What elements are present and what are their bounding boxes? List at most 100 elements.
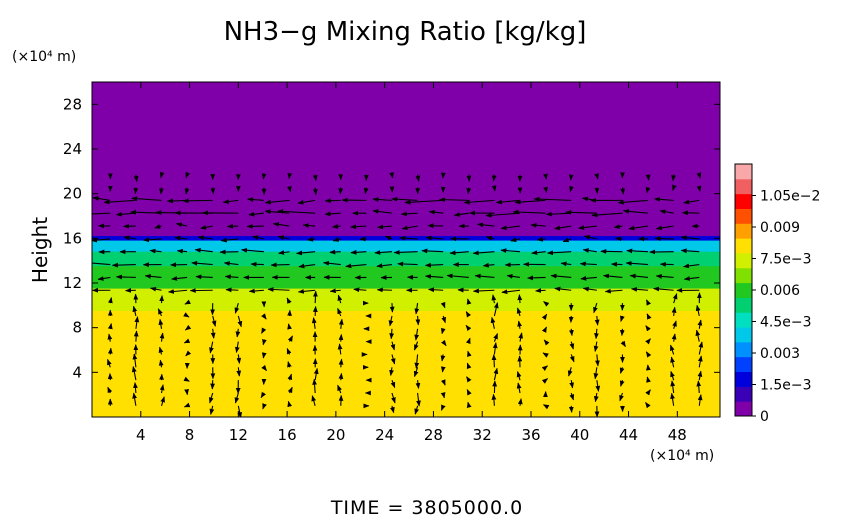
field-band-4 bbox=[92, 266, 720, 290]
wind-vector bbox=[681, 210, 700, 216]
wind-vector bbox=[200, 225, 213, 230]
wind-vector bbox=[390, 341, 396, 351]
x-tick-label: 4 bbox=[136, 426, 146, 444]
wind-vector bbox=[428, 287, 444, 293]
wind-vector bbox=[645, 401, 651, 409]
wind-vector bbox=[414, 405, 420, 415]
wind-vector bbox=[493, 333, 498, 342]
wind-vector bbox=[541, 378, 549, 384]
wind-vector bbox=[183, 402, 191, 408]
wind-vector bbox=[645, 325, 651, 332]
wind-vector bbox=[610, 261, 623, 267]
wind-vector bbox=[388, 315, 394, 327]
wind-vector bbox=[312, 378, 317, 394]
wind-vector bbox=[619, 379, 625, 387]
x-tick-label: 24 bbox=[375, 426, 394, 444]
x-tick-label: 48 bbox=[668, 426, 687, 444]
wind-vector bbox=[695, 304, 701, 317]
wind-vector bbox=[287, 335, 293, 342]
wind-vector bbox=[670, 356, 675, 368]
wind-vector bbox=[312, 187, 318, 196]
wind-vector bbox=[567, 367, 573, 377]
wind-vector bbox=[530, 222, 546, 228]
wind-vector bbox=[415, 380, 421, 390]
wind-vector bbox=[516, 307, 522, 317]
wind-vector bbox=[415, 315, 421, 326]
wind-vector bbox=[144, 273, 162, 279]
wind-vector bbox=[466, 376, 472, 383]
wind-vector bbox=[467, 350, 472, 358]
wind-vector bbox=[237, 315, 243, 328]
colorbar-swatch bbox=[735, 223, 752, 239]
wind-vector bbox=[338, 372, 344, 381]
wind-vector bbox=[261, 313, 267, 320]
wind-vector bbox=[191, 260, 213, 266]
wind-vector bbox=[397, 261, 418, 267]
wind-vector bbox=[683, 199, 700, 205]
colorbar-swatch bbox=[735, 164, 752, 180]
colorbar-swatch bbox=[735, 297, 752, 313]
wind-vector bbox=[620, 187, 626, 195]
colorbar-swatch bbox=[735, 341, 752, 358]
wind-vector bbox=[582, 286, 597, 292]
wind-vector bbox=[500, 225, 521, 231]
wind-vector bbox=[390, 354, 396, 365]
wind-vector bbox=[594, 173, 599, 180]
wind-vector bbox=[672, 320, 677, 329]
wind-vector bbox=[613, 224, 623, 229]
wind-vector bbox=[466, 298, 472, 305]
wind-vector bbox=[363, 187, 369, 195]
wind-vector bbox=[485, 235, 495, 241]
colorbar-swatch bbox=[735, 178, 752, 195]
wind-vector bbox=[536, 236, 546, 242]
wind-vector bbox=[337, 294, 343, 304]
wind-vector bbox=[421, 248, 444, 254]
wind-vector bbox=[248, 288, 264, 294]
wind-vector bbox=[453, 212, 469, 217]
wind-vector bbox=[542, 352, 549, 358]
colorbar-label: 0.006 bbox=[760, 283, 800, 299]
wind-vector bbox=[653, 196, 674, 202]
wind-vector bbox=[569, 354, 575, 363]
wind-vector bbox=[262, 338, 267, 346]
wind-vector bbox=[337, 384, 342, 394]
wind-vector bbox=[337, 343, 343, 355]
wind-vector bbox=[210, 328, 216, 339]
y-tick-label: 4 bbox=[72, 363, 82, 381]
wind-vector bbox=[593, 392, 599, 403]
colorbar-swatch bbox=[735, 238, 752, 254]
wind-vector bbox=[345, 263, 367, 269]
wind-vector bbox=[261, 352, 267, 359]
wind-vector bbox=[92, 212, 111, 215]
wind-vector bbox=[237, 405, 243, 417]
wind-vector bbox=[391, 392, 396, 404]
colorbar-swatch bbox=[735, 327, 752, 343]
colorbar-label: 7.5e−3 bbox=[760, 252, 812, 268]
wind-vector bbox=[338, 358, 344, 368]
wind-vector bbox=[159, 295, 165, 304]
wind-vector bbox=[622, 208, 649, 214]
wind-vector bbox=[372, 197, 393, 202]
wind-vector bbox=[626, 248, 649, 254]
wind-vector bbox=[115, 274, 136, 280]
wind-vector bbox=[670, 392, 675, 406]
wind-vector bbox=[670, 370, 675, 381]
wind-vector bbox=[252, 235, 265, 240]
wind-vector bbox=[683, 263, 700, 269]
y-tick-label: 24 bbox=[63, 140, 82, 158]
wind-vector bbox=[466, 174, 472, 182]
wind-vector bbox=[131, 196, 162, 202]
wind-vector bbox=[594, 328, 599, 340]
wind-vector bbox=[248, 211, 264, 217]
wind-vector bbox=[185, 350, 192, 357]
wind-vector bbox=[159, 171, 165, 179]
wind-vector bbox=[630, 286, 649, 292]
wind-vector bbox=[696, 172, 702, 179]
field-band-2 bbox=[92, 240, 720, 253]
wind-vector bbox=[466, 362, 472, 370]
wind-vector bbox=[591, 212, 623, 218]
wind-vector bbox=[159, 332, 165, 342]
wind-vector bbox=[440, 354, 446, 362]
y-tick-label: 16 bbox=[63, 229, 82, 247]
x-tick-label: 36 bbox=[521, 426, 540, 444]
